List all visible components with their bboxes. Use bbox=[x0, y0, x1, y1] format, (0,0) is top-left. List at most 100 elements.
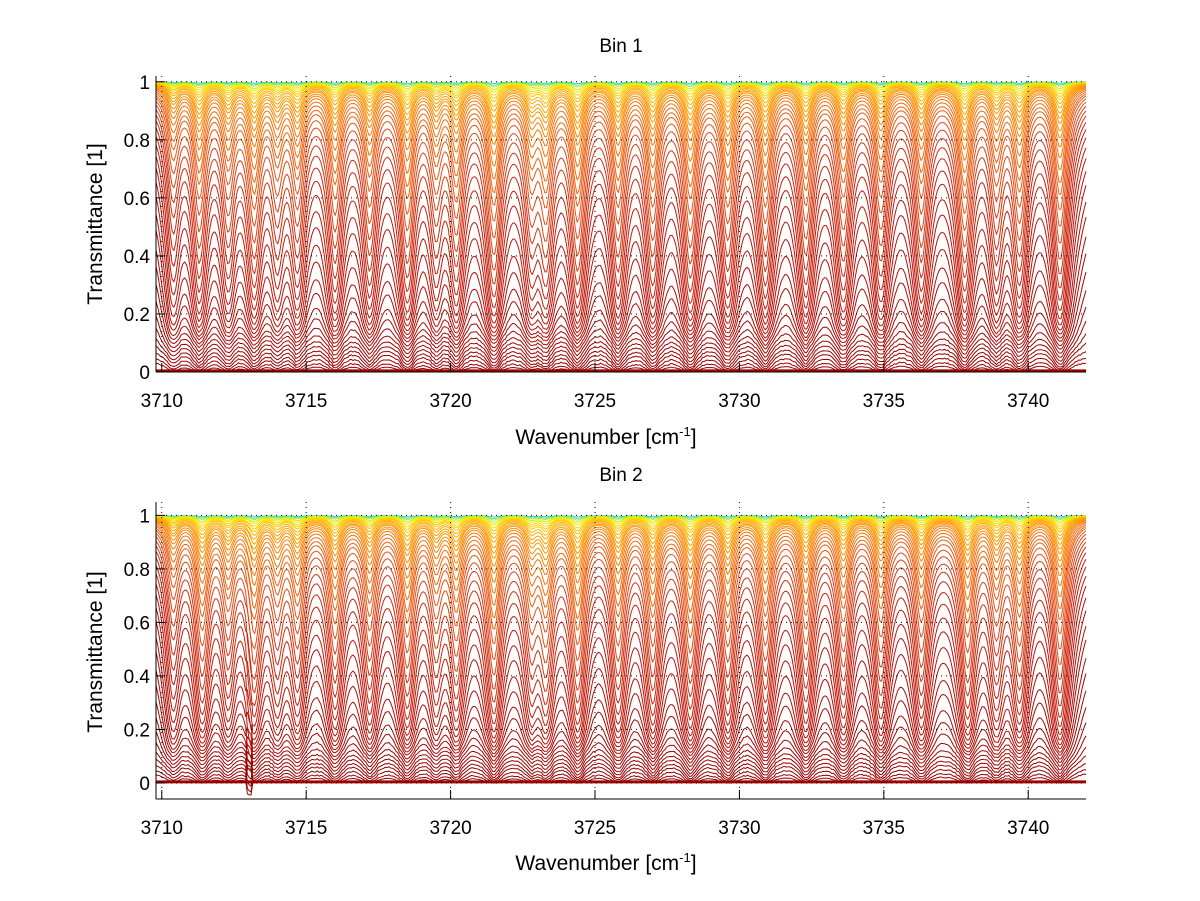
spectrum-curve bbox=[155, 530, 1087, 646]
spectrum-curve bbox=[155, 517, 1087, 549]
spectrum-curve bbox=[155, 320, 1087, 367]
spectra-curves bbox=[155, 515, 1087, 796]
spectrum-curve bbox=[155, 85, 1087, 124]
spectrum-curve bbox=[155, 333, 1087, 369]
subplot-bin-1: Bin 1 3710 3715 3720 3725 3730 3735 3740 00.20… bbox=[84, 36, 1087, 449]
y-tick-label: 0.8 bbox=[124, 560, 150, 581]
spectrum-curve bbox=[155, 83, 1087, 112]
spectrum-curve bbox=[155, 129, 1087, 309]
spectrum-curve bbox=[155, 137, 1087, 318]
y-tick-label: 0.6 bbox=[124, 613, 150, 634]
spectrum-curve bbox=[155, 87, 1087, 146]
spectrum-curve bbox=[155, 546, 1087, 704]
x-tick-label: 3735 bbox=[863, 391, 905, 412]
spectrum-curve bbox=[155, 518, 1087, 555]
spectrum-curve bbox=[155, 115, 1087, 286]
spectrum-curve bbox=[155, 520, 1087, 575]
spectrum-curve bbox=[155, 82, 1087, 96]
spectrum-curve bbox=[155, 559, 1087, 725]
subplot-bin-2: Bin 2 3710 3715 3720 3725 3730 3735 3740 00.20… bbox=[84, 465, 1087, 875]
spectrum-curve bbox=[155, 147, 1087, 325]
y-tick-label: 1 bbox=[139, 506, 150, 527]
spectrum-curve bbox=[155, 625, 1087, 755]
axes-frame bbox=[155, 76, 1086, 373]
spectrum-curve bbox=[155, 585, 1087, 747]
spectrum-curve bbox=[156, 82, 1086, 90]
spectrum-curve bbox=[155, 521, 1087, 584]
spectrum-curve bbox=[155, 552, 1087, 716]
spectrum-curve bbox=[155, 185, 1087, 337]
spectrum-curve bbox=[155, 515, 1087, 526]
y-axis-label: Transmittance [1] bbox=[84, 571, 107, 732]
subplot-title: Bin 1 bbox=[599, 36, 642, 57]
spectrum-curve bbox=[155, 86, 1087, 138]
spectrum-curve bbox=[155, 271, 1087, 357]
x-tick-labels: 3710 3715 3720 3725 3730 3735 3740 bbox=[141, 391, 1050, 412]
y-axis-label: Transmittance [1] bbox=[84, 143, 107, 304]
spectrum-curve bbox=[155, 101, 1087, 240]
spectrum-curve bbox=[155, 541, 1087, 691]
y-tick-label: 0.8 bbox=[124, 131, 150, 152]
x-tick-label: 3720 bbox=[429, 391, 471, 412]
y-tick-label: 1 bbox=[139, 73, 150, 94]
spectrum-curve bbox=[155, 537, 1087, 677]
spectrum-curve bbox=[155, 83, 1087, 103]
spectra-curves bbox=[155, 81, 1087, 373]
spectrum-curve bbox=[155, 91, 1087, 181]
x-tick-label: 3730 bbox=[718, 818, 760, 839]
spectrum-curve bbox=[155, 707, 1087, 780]
spectrum-curve bbox=[155, 290, 1087, 361]
y-tick-label: 0.4 bbox=[124, 247, 151, 268]
x-axis-label: Wavenumber [cm-1] bbox=[515, 850, 696, 875]
y-tick-labels: 0 0.2 0.4 0.6 0.8 1 bbox=[124, 73, 151, 384]
y-tick-labels: 0 0.2 0.4 0.6 0.8 1 bbox=[124, 506, 151, 795]
x-tick-label: 3740 bbox=[1007, 391, 1049, 412]
spectrum-curve bbox=[155, 110, 1087, 272]
spectrum-curve bbox=[155, 306, 1087, 364]
y-tick-label: 0.2 bbox=[124, 720, 150, 741]
spectrum-curve bbox=[155, 253, 1087, 353]
x-tick-label: 3725 bbox=[574, 391, 616, 412]
spectrum-curve bbox=[155, 516, 1087, 532]
spectrum-curve bbox=[155, 516, 1087, 539]
spectrum-curve bbox=[155, 201, 1087, 341]
spectrum-curve bbox=[155, 746, 1087, 781]
y-tick-label: 0 bbox=[139, 363, 150, 384]
spectrum-curve bbox=[155, 95, 1087, 207]
spectrum-curve bbox=[155, 673, 1087, 773]
spectrum-curve bbox=[155, 575, 1087, 740]
spectrum-curve bbox=[155, 105, 1087, 257]
spectrum-curve bbox=[155, 98, 1087, 223]
spectrum-curve bbox=[155, 517, 1087, 544]
spectrum-curve bbox=[155, 81, 1087, 88]
spectrum-curve bbox=[155, 524, 1087, 607]
y-tick-label: 0.2 bbox=[124, 305, 150, 326]
spectrum-curve bbox=[155, 610, 1087, 758]
grid-lines bbox=[156, 502, 1086, 799]
x-tick-label: 3710 bbox=[141, 818, 183, 839]
spectrum-curve bbox=[155, 690, 1087, 769]
spectrum-curve bbox=[155, 82, 1087, 93]
x-tick-label: 3720 bbox=[429, 818, 471, 839]
spectrum-curve bbox=[155, 519, 1087, 567]
spectrum-curve bbox=[155, 83, 1087, 108]
y-tick-label: 0 bbox=[139, 774, 150, 795]
spectrum-curve bbox=[155, 515, 1086, 521]
x-tick-label: 3710 bbox=[141, 391, 183, 412]
spectrum-curve bbox=[155, 526, 1087, 620]
spectrum-curve bbox=[155, 566, 1087, 733]
y-tick-label: 0.4 bbox=[124, 667, 151, 688]
spectrum-curve bbox=[155, 158, 1087, 330]
spectrum-curve bbox=[155, 528, 1087, 631]
x-tick-label: 3740 bbox=[1007, 818, 1049, 839]
spectrum-curve bbox=[155, 88, 1087, 156]
x-tick-label: 3735 bbox=[863, 818, 905, 839]
spectrum-curve bbox=[155, 533, 1087, 661]
spectrum-curve bbox=[155, 755, 1087, 793]
x-tick-label: 3725 bbox=[574, 818, 616, 839]
spectrum-curve bbox=[155, 82, 1087, 100]
spectrum-curve bbox=[155, 236, 1087, 349]
x-tick-labels: 3710 3715 3720 3725 3730 3735 3740 bbox=[141, 818, 1050, 839]
x-axis-label: Wavenumber [cm-1] bbox=[515, 424, 696, 449]
